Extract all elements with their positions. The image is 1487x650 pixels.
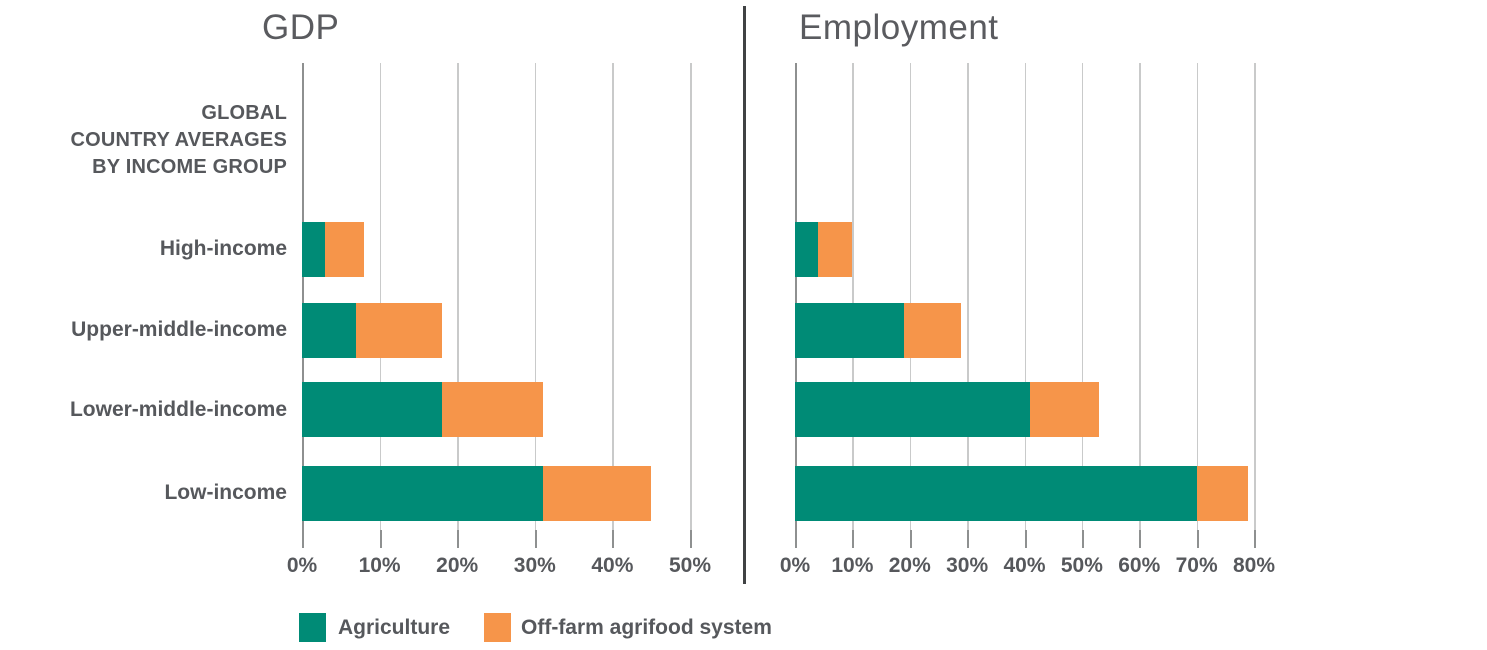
gridline [379, 63, 382, 530]
axis-group-label: GLOBAL COUNTRY AVERAGES BY INCOME GROUP [70, 100, 287, 181]
bar-lower-middle-income-off-farm-agrifood-system [1030, 382, 1100, 437]
bar-low-income-off-farm-agrifood-system [542, 466, 652, 521]
gridline [534, 63, 537, 530]
axis-group-label-line: BY INCOME GROUP [92, 156, 287, 178]
bar-low-income-agriculture [302, 466, 543, 521]
employment-chart-panel: 0% 10% 20% 30% 40% 50% 60% 70% 80% [780, 63, 1275, 577]
axis-tick-label: 40% [1003, 554, 1046, 577]
axis-line [302, 63, 304, 530]
gridline [1081, 63, 1084, 530]
bar-lower-middle-income-agriculture [302, 382, 442, 437]
axis-tick-label: 0% [286, 554, 318, 577]
bar-high-income-agriculture [302, 222, 326, 277]
axis-tick-mark [1139, 530, 1142, 548]
axis-tick-mark [457, 530, 460, 548]
legend-swatch-agriculture [299, 613, 326, 642]
axis-tick-mark [612, 530, 615, 548]
bar-lower-middle-income-agriculture [795, 382, 1031, 437]
gridline [1254, 63, 1256, 530]
axis-tick-label: 0% [779, 554, 811, 577]
axis-tick-label: 80% [1232, 554, 1276, 577]
bar-low-income-agriculture [795, 466, 1197, 521]
axis-tick-label: 30% [946, 554, 989, 577]
bar-high-income-off-farm-agrifood-system [325, 222, 365, 277]
axis-tick-mark [1196, 530, 1199, 548]
axis-tick-mark [909, 530, 912, 548]
gdp-chart-panel: 0% 10% 20% 30% 40% 50% [287, 63, 711, 577]
axis-tick-label: 10% [358, 554, 401, 577]
axis-tick-label: 50% [668, 554, 712, 577]
axis-line [795, 63, 797, 530]
gridline [612, 63, 614, 530]
bar-high-income-agriculture [795, 222, 818, 277]
row-label-upper-middle-income: Upper-middle-income [71, 318, 287, 341]
bar-high-income-off-farm-agrifood-system [817, 222, 853, 277]
axis-tick-mark [1081, 530, 1084, 548]
axis-tick-mark [1254, 530, 1256, 548]
axis-tick-mark [690, 530, 692, 548]
axis-tick-label: 20% [436, 554, 479, 577]
axis-tick-label: 10% [831, 554, 874, 577]
axis-tick-mark [302, 530, 304, 548]
bar-upper-middle-income-agriculture [795, 303, 904, 358]
gridline [1024, 63, 1026, 530]
panel-divider [743, 6, 746, 584]
row-label-lower-middle-income: Lower-middle-income [69, 398, 287, 421]
axis-tick-mark [534, 530, 537, 548]
row-label-high-income: High-income [159, 237, 287, 260]
gridline [1139, 63, 1141, 530]
bar-upper-middle-income-off-farm-agrifood-system [904, 303, 962, 358]
gridline [967, 63, 969, 530]
axis-tick-label: 50% [1060, 554, 1103, 577]
bar-upper-middle-income-agriculture [302, 303, 357, 358]
axis-tick-label: 20% [888, 554, 931, 577]
axis-tick-mark [795, 530, 797, 548]
legend-label-off-farm-agrifood-system: Off-farm agrifood system [521, 616, 772, 639]
gridline [909, 63, 912, 530]
gdp-chart-title: GDP [262, 8, 340, 47]
axis-tick-mark [967, 530, 970, 548]
legend-label-agriculture: Agriculture [338, 616, 451, 639]
axis-tick-label: 40% [591, 554, 634, 577]
gridline [690, 63, 692, 530]
category-label-column: GLOBAL COUNTRY AVERAGES BY INCOME GROUP … [0, 0, 287, 650]
gridline [457, 63, 459, 530]
axis-tick-label: 60% [1118, 554, 1161, 577]
gridline [1196, 63, 1199, 530]
axis-group-label-line: COUNTRY AVERAGES [70, 129, 287, 151]
row-label-low-income: Low-income [164, 481, 287, 504]
employment-chart-title: Employment [799, 8, 999, 47]
axis-tick-mark [1024, 530, 1027, 548]
axis-group-label-line: GLOBAL [201, 102, 287, 124]
axis-tick-mark [379, 530, 382, 548]
axis-tick-mark [852, 530, 855, 548]
gridline [852, 63, 854, 530]
axis-tick-label: 70% [1175, 554, 1218, 577]
legend-swatch-off-farm-agrifood-system [484, 613, 511, 642]
bar-lower-middle-income-off-farm-agrifood-system [441, 382, 543, 437]
bar-low-income-off-farm-agrifood-system [1196, 466, 1249, 521]
axis-tick-label: 30% [513, 554, 556, 577]
bar-upper-middle-income-off-farm-agrifood-system [356, 303, 442, 358]
